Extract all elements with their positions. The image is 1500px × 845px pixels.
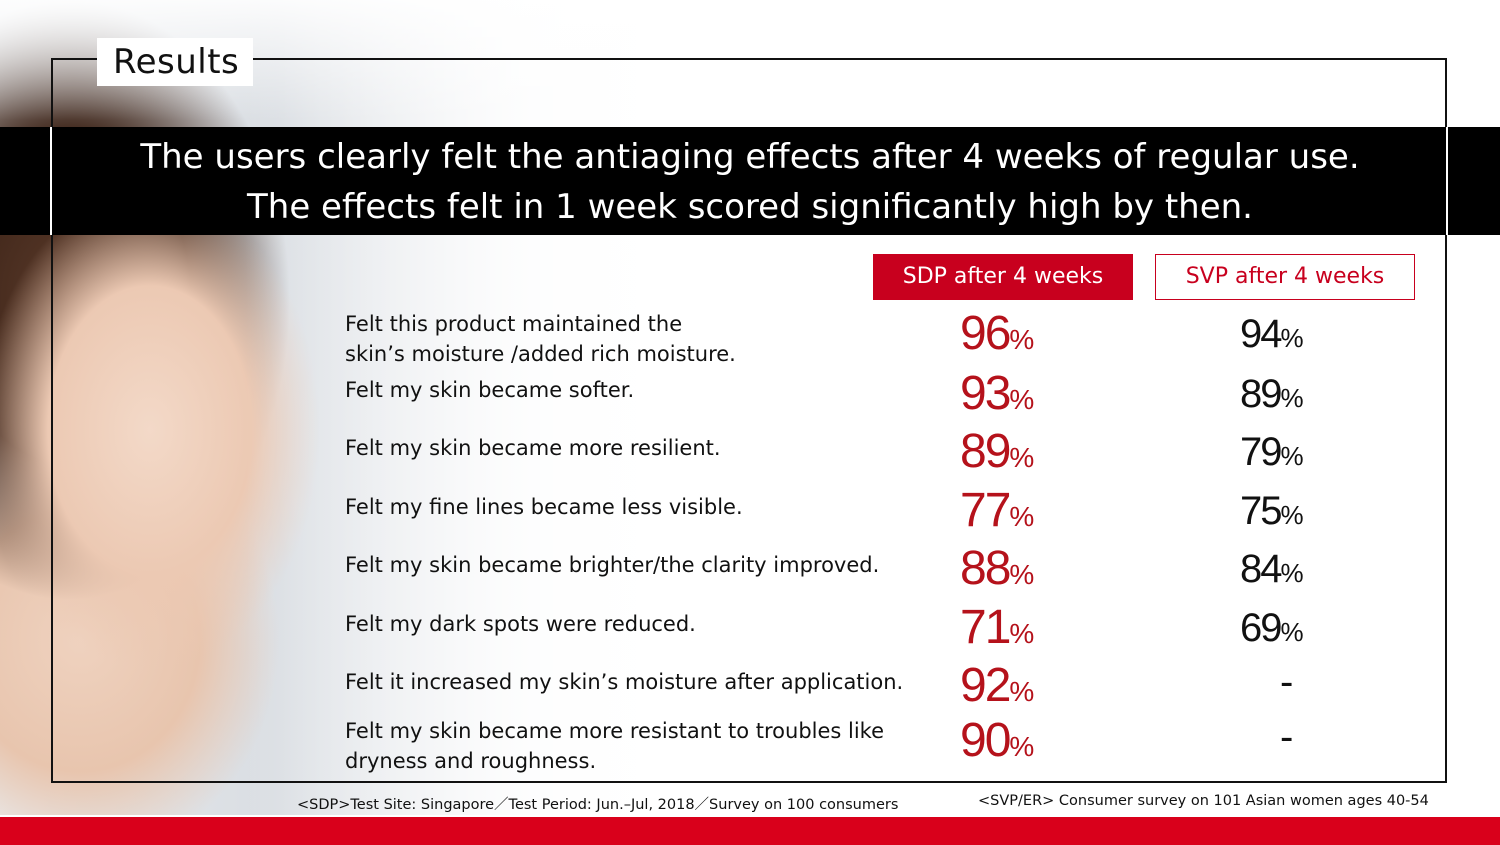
percent-sign: %	[1280, 383, 1304, 413]
percent-sign: %	[1009, 324, 1035, 355]
result-label: Felt this product maintained the skin’s m…	[345, 309, 925, 369]
sdp-value: 89	[960, 425, 1011, 478]
result-label-line-1: Felt it increased my skin’s moisture aft…	[345, 670, 904, 694]
sdp-percentage: 89%	[960, 424, 1034, 479]
sdp-value: 93	[960, 367, 1011, 420]
sdp-value: 71	[960, 601, 1011, 654]
percent-sign: %	[1009, 559, 1035, 590]
sdp-percentage: 88%	[960, 541, 1034, 596]
sdp-value: 92	[960, 659, 1011, 712]
section-label: Results	[97, 38, 253, 86]
svp-percentage: 94%	[1240, 312, 1304, 357]
sdp-percentage: 90%	[960, 713, 1034, 768]
footer-red-bar	[0, 817, 1500, 845]
result-row: Felt it increased my skin’s moisture aft…	[345, 658, 1445, 716]
result-row: Felt my fine lines became less visible. 7…	[345, 483, 1445, 541]
banner-frame-edge-right	[1446, 127, 1448, 235]
svp-value: 75	[1240, 489, 1282, 533]
result-row: Felt my skin became softer. 93% 89%	[345, 366, 1445, 424]
svp-percentage: 79%	[1240, 430, 1304, 475]
result-label: Felt my skin became more resilient.	[345, 433, 925, 463]
svp-not-applicable: -	[1280, 715, 1294, 759]
result-label: Felt my skin became softer.	[345, 375, 925, 405]
result-row: Felt my skin became more resistant to tr…	[345, 713, 1445, 773]
result-label: Felt my dark spots were reduced.	[345, 609, 925, 639]
svp-value: 84	[1240, 547, 1282, 591]
svp-value: 94	[1240, 312, 1282, 356]
result-row: Felt my dark spots were reduced. 71% 69%	[345, 600, 1445, 658]
percent-sign: %	[1280, 617, 1304, 647]
result-row: Felt my skin became more resilient. 89% 79…	[345, 424, 1445, 482]
sdp-percentage: 96%	[960, 306, 1034, 361]
sdp-value: 88	[960, 542, 1011, 595]
sdp-value: 90	[960, 714, 1011, 767]
headline-banner: The users clearly felt the antiaging eff…	[0, 127, 1500, 235]
percent-sign: %	[1009, 501, 1035, 532]
sdp-percentage: 93%	[960, 366, 1034, 421]
headline-line-1: The users clearly felt the antiaging eff…	[140, 137, 1360, 177]
result-label-line-1: Felt my skin became more resistant to tr…	[345, 719, 885, 743]
percent-sign: %	[1009, 676, 1035, 707]
percent-sign: %	[1009, 442, 1035, 473]
footnote-sdp: <SDP>Test Site: Singapore／Test Period: J…	[297, 797, 899, 813]
percent-sign: %	[1280, 500, 1304, 530]
svp-value: 89	[1240, 372, 1282, 416]
svp-value: 79	[1240, 430, 1282, 474]
result-label-line-2: skin’s moisture /added rich moisture.	[345, 342, 736, 366]
result-label-line-1: Felt my fine lines became less visible.	[345, 495, 743, 519]
headline-line-2: The effects felt in 1 week scored signif…	[247, 187, 1253, 227]
svp-percentage: 89%	[1240, 372, 1304, 417]
results-frame	[51, 58, 1447, 783]
sdp-percentage: 77%	[960, 483, 1034, 538]
svp-percentage: 69%	[1240, 606, 1304, 651]
result-row: Felt my skin became brighter/the clarity…	[345, 541, 1445, 599]
result-label: Felt it increased my skin’s moisture aft…	[345, 667, 925, 697]
result-label: Felt my skin became more resistant to tr…	[345, 716, 925, 776]
percent-sign: %	[1009, 731, 1035, 762]
result-label-line-1: Felt this product maintained the	[345, 312, 683, 336]
percent-sign: %	[1009, 618, 1035, 649]
result-label-line-1: Felt my skin became brighter/the clarity…	[345, 553, 880, 577]
result-label-line-1: Felt my skin became more resilient.	[345, 436, 721, 460]
result-label: Felt my fine lines became less visible.	[345, 492, 925, 522]
sdp-percentage: 71%	[960, 600, 1034, 655]
result-label-line-2: dryness and roughness.	[345, 749, 597, 773]
svp-not-applicable: -	[1280, 660, 1294, 704]
result-label-line-1: Felt my dark spots were reduced.	[345, 612, 696, 636]
result-label: Felt my skin became brighter/the clarity…	[345, 550, 925, 580]
footnote-svp: <SVP/ER> Consumer survey on 101 Asian wo…	[978, 793, 1429, 809]
result-label-line-1: Felt my skin became softer.	[345, 378, 635, 402]
sdp-column-header: SDP after 4 weeks	[873, 254, 1133, 300]
percent-sign: %	[1280, 323, 1304, 353]
banner-frame-edge-left	[50, 127, 52, 235]
percent-sign: %	[1280, 441, 1304, 471]
sdp-value: 77	[960, 484, 1011, 537]
sdp-percentage: 92%	[960, 658, 1034, 713]
percent-sign: %	[1009, 384, 1035, 415]
svp-percentage: 75%	[1240, 489, 1304, 534]
svp-column-header: SVP after 4 weeks	[1155, 254, 1415, 300]
svp-value: 69	[1240, 606, 1282, 650]
svp-percentage: 84%	[1240, 547, 1304, 592]
result-row: Felt this product maintained the skin’s m…	[345, 306, 1445, 366]
percent-sign: %	[1280, 558, 1304, 588]
sdp-value: 96	[960, 307, 1011, 360]
